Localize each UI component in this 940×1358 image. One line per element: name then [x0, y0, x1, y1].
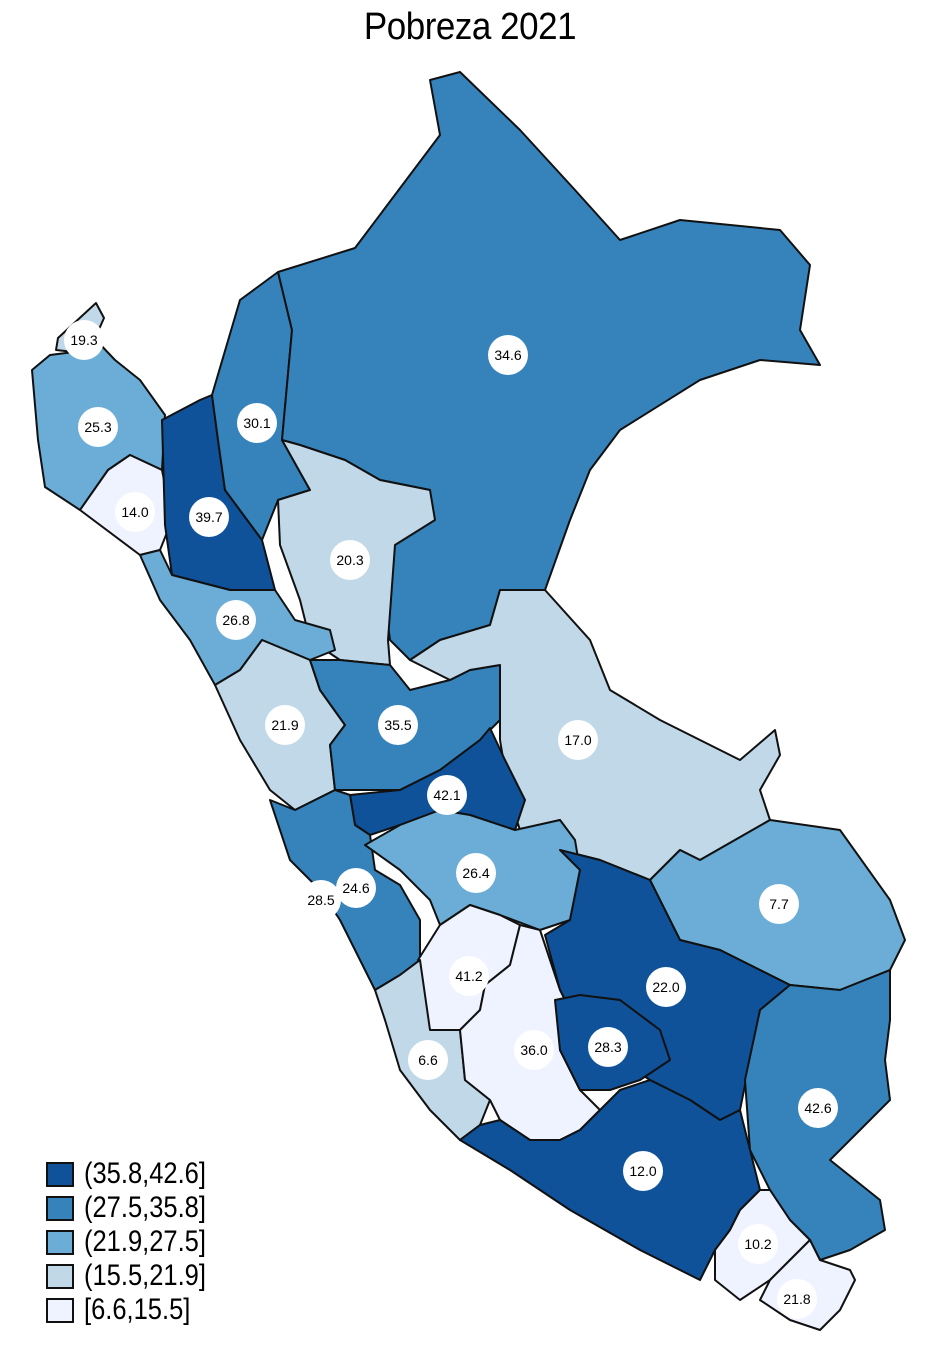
value-label-bubble [449, 956, 489, 996]
value-label-bubble [623, 1151, 663, 1191]
value-label-bubble [759, 884, 799, 924]
value-label: 26.8 [222, 612, 249, 628]
value-label: 39.7 [195, 509, 222, 525]
value-label: 42.1 [433, 787, 460, 803]
value-label: 28.3 [594, 1039, 621, 1055]
value-label-bubble [777, 1279, 817, 1319]
value-label: 12.0 [629, 1163, 656, 1179]
value-label: 14.0 [121, 504, 148, 520]
legend-swatch [46, 1229, 74, 1255]
legend: (35.8,42.6] (27.5,35.8] (21.9,27.5] (15.… [46, 1157, 227, 1327]
value-label: 42.6 [804, 1100, 831, 1116]
value-label: 24.6 [342, 880, 369, 896]
value-label: 41.2 [455, 968, 482, 984]
legend-item: (15.5,21.9] [46, 1259, 227, 1293]
value-label: 7.7 [769, 896, 789, 912]
legend-swatch [46, 1263, 74, 1289]
value-label-bubble [427, 775, 467, 815]
value-label-bubble [488, 335, 528, 375]
legend-item: (35.8,42.6] [46, 1157, 227, 1191]
map-title: Pobreza 2021 [363, 6, 577, 48]
value-label: 30.1 [243, 415, 270, 431]
value-label-bubble [646, 967, 686, 1007]
value-label: 22.0 [652, 979, 679, 995]
value-label-bubble [301, 880, 341, 920]
legend-label: (21.9,27.5] [84, 1225, 206, 1258]
legend-item: (21.9,27.5] [46, 1225, 227, 1259]
value-label-bubble [378, 705, 418, 745]
value-label: 10.2 [744, 1236, 771, 1252]
value-label-bubble [330, 540, 370, 580]
legend-label: [6.6,15.5] [84, 1293, 191, 1326]
value-label-bubble [265, 705, 305, 745]
legend-item: (27.5,35.8] [46, 1191, 227, 1225]
legend-swatch [46, 1297, 74, 1323]
legend-item: [6.6,15.5] [46, 1293, 227, 1327]
value-label-bubble [78, 407, 118, 447]
value-label-bubble [456, 853, 496, 893]
value-label-bubble [588, 1027, 628, 1067]
value-label-bubble [237, 403, 277, 443]
value-label-bubble [558, 720, 598, 760]
value-label: 20.3 [336, 552, 363, 568]
value-label: 21.8 [783, 1291, 810, 1307]
value-label: 34.6 [494, 347, 521, 363]
value-label: 17.0 [564, 732, 591, 748]
region-arequipa[interactable] [459, 1079, 761, 1281]
value-label-bubble [64, 320, 104, 360]
legend-label: (35.8,42.6] [84, 1157, 206, 1190]
legend-label: (27.5,35.8] [84, 1191, 206, 1224]
value-label-bubble [738, 1224, 778, 1264]
legend-swatch [46, 1161, 74, 1187]
value-label: 35.5 [384, 717, 411, 733]
value-label-bubble [336, 868, 376, 908]
value-label-bubble [189, 497, 229, 537]
legend-label: (15.5,21.9] [84, 1259, 206, 1292]
value-label-bubble [115, 492, 155, 532]
value-label: 26.4 [462, 865, 489, 881]
value-label-bubble [798, 1088, 838, 1128]
value-label: 28.5 [307, 892, 334, 908]
value-label: 36.0 [520, 1042, 547, 1058]
value-label: 19.3 [70, 332, 97, 348]
value-label: 21.9 [271, 717, 298, 733]
value-label: 25.3 [84, 419, 111, 435]
value-label-bubble [514, 1030, 554, 1070]
legend-swatch [46, 1195, 74, 1221]
value-label-bubble [216, 600, 256, 640]
value-label-bubble [408, 1040, 448, 1080]
value-label: 6.6 [418, 1052, 438, 1068]
